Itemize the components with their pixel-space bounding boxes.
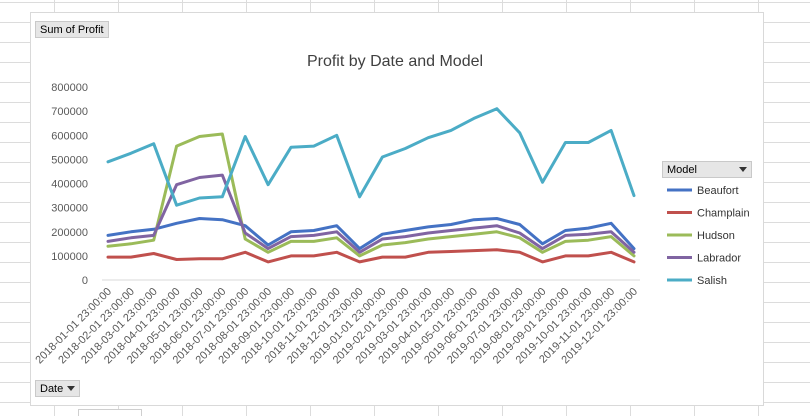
legend-label-champlain: Champlain bbox=[697, 208, 750, 220]
chart-title: Profit by Date and Model bbox=[307, 53, 483, 70]
y-tick-label: 700000 bbox=[51, 106, 88, 118]
legend-label-labrador: Labrador bbox=[697, 253, 741, 265]
model-field-label: Model bbox=[667, 163, 697, 176]
chevron-down-icon bbox=[739, 167, 747, 172]
y-tick-label: 500000 bbox=[51, 154, 88, 166]
y-tick-label: 100000 bbox=[51, 251, 88, 263]
chart-area bbox=[30, 12, 764, 406]
sheet-tab[interactable] bbox=[78, 409, 142, 416]
series-line-hudson bbox=[106, 132, 636, 258]
y-tick-label: 300000 bbox=[51, 203, 88, 215]
series-line-salish bbox=[106, 107, 636, 207]
series-line-champlain bbox=[106, 248, 636, 264]
legend-label-beaufort: Beaufort bbox=[697, 185, 739, 197]
y-tick-label: 0 bbox=[82, 275, 88, 287]
y-tick-label: 400000 bbox=[51, 179, 88, 191]
sum-of-profit-field-button[interactable]: Sum of Profit bbox=[35, 21, 109, 38]
model-field-button[interactable]: Model bbox=[662, 161, 752, 178]
y-tick-label: 200000 bbox=[51, 227, 88, 239]
legend-label-salish: Salish bbox=[697, 275, 727, 287]
series-lines bbox=[106, 107, 636, 264]
y-tick-label: 600000 bbox=[51, 130, 88, 142]
series-line-labrador bbox=[106, 173, 636, 254]
legend: Beaufort Champlain Hudson Labrador Salish bbox=[667, 185, 750, 287]
y-axis: 0 100000 200000 300000 400000 500000 600000 700… bbox=[51, 82, 88, 287]
y-tick-label: 800000 bbox=[51, 82, 88, 94]
date-field-button[interactable]: Date bbox=[35, 380, 81, 397]
chevron-down-icon bbox=[67, 386, 76, 391]
date-field-label: Date bbox=[40, 382, 64, 395]
legend-label-hudson: Hudson bbox=[697, 230, 735, 242]
series-line-beaufort bbox=[106, 217, 636, 251]
